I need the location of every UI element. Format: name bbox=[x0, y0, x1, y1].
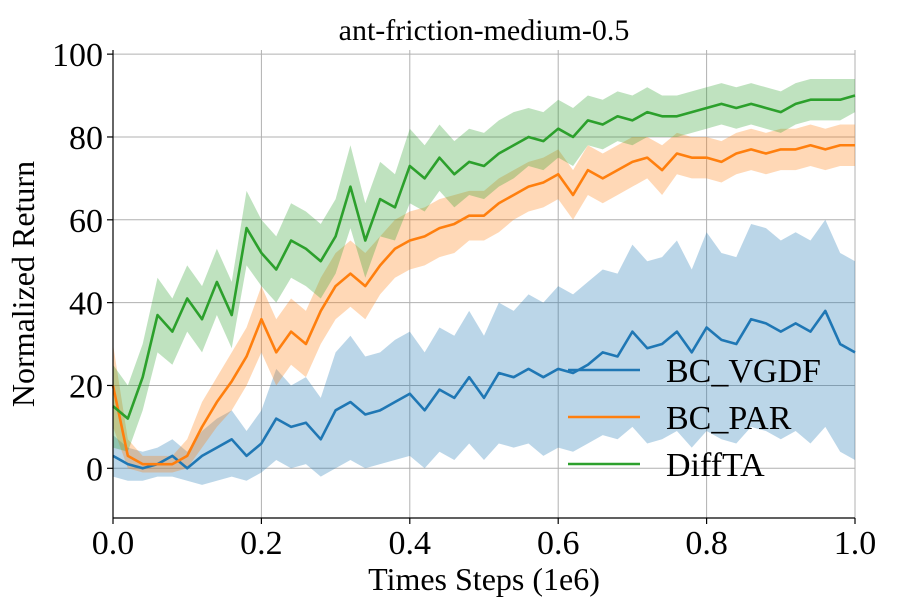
band-bc-par bbox=[113, 124, 855, 473]
legend-label-diffta: DiffTA bbox=[666, 447, 765, 484]
x-tick-label: 0.0 bbox=[92, 525, 135, 562]
y-axis-label: Normalized Return bbox=[5, 161, 41, 407]
series-line-bc-par bbox=[111, 143, 855, 466]
x-tick-label: 1.0 bbox=[834, 525, 877, 562]
x-tick-label: 0.8 bbox=[685, 525, 728, 562]
legend: BC_VGDF BC_PAR DiffTA bbox=[568, 353, 821, 484]
y-ticks: 0 20 40 60 80 100 bbox=[52, 37, 113, 488]
x-tick-label: 0.4 bbox=[389, 525, 432, 562]
x-axis-label: Times Steps (1e6) bbox=[368, 561, 600, 597]
grid bbox=[112, 50, 856, 518]
x-tick-label: 0.6 bbox=[537, 525, 580, 562]
y-tick-label: 60 bbox=[69, 203, 103, 240]
series-line-diffta bbox=[112, 94, 856, 420]
series-line-bc-vgdf bbox=[112, 309, 856, 470]
legend-label-bc-vgdf: BC_VGDF bbox=[666, 353, 821, 390]
y-tick-label: 100 bbox=[52, 37, 103, 74]
confidence-bands bbox=[113, 78, 855, 485]
series-lines bbox=[111, 94, 856, 470]
y-tick-label: 0 bbox=[86, 451, 103, 488]
chart-title: ant-friction-medium-0.5 bbox=[339, 14, 630, 47]
band-diffta bbox=[113, 78, 855, 452]
legend-label-bc-par: BC_PAR bbox=[666, 400, 792, 437]
x-ticks: 0.0 0.2 0.4 0.6 0.8 1.0 bbox=[92, 518, 877, 562]
x-tick-label: 0.2 bbox=[240, 525, 283, 562]
y-tick-label: 20 bbox=[69, 368, 103, 405]
y-tick-label: 80 bbox=[69, 120, 103, 157]
y-tick-label: 40 bbox=[69, 286, 103, 323]
band-bc-vgdf bbox=[113, 219, 855, 485]
